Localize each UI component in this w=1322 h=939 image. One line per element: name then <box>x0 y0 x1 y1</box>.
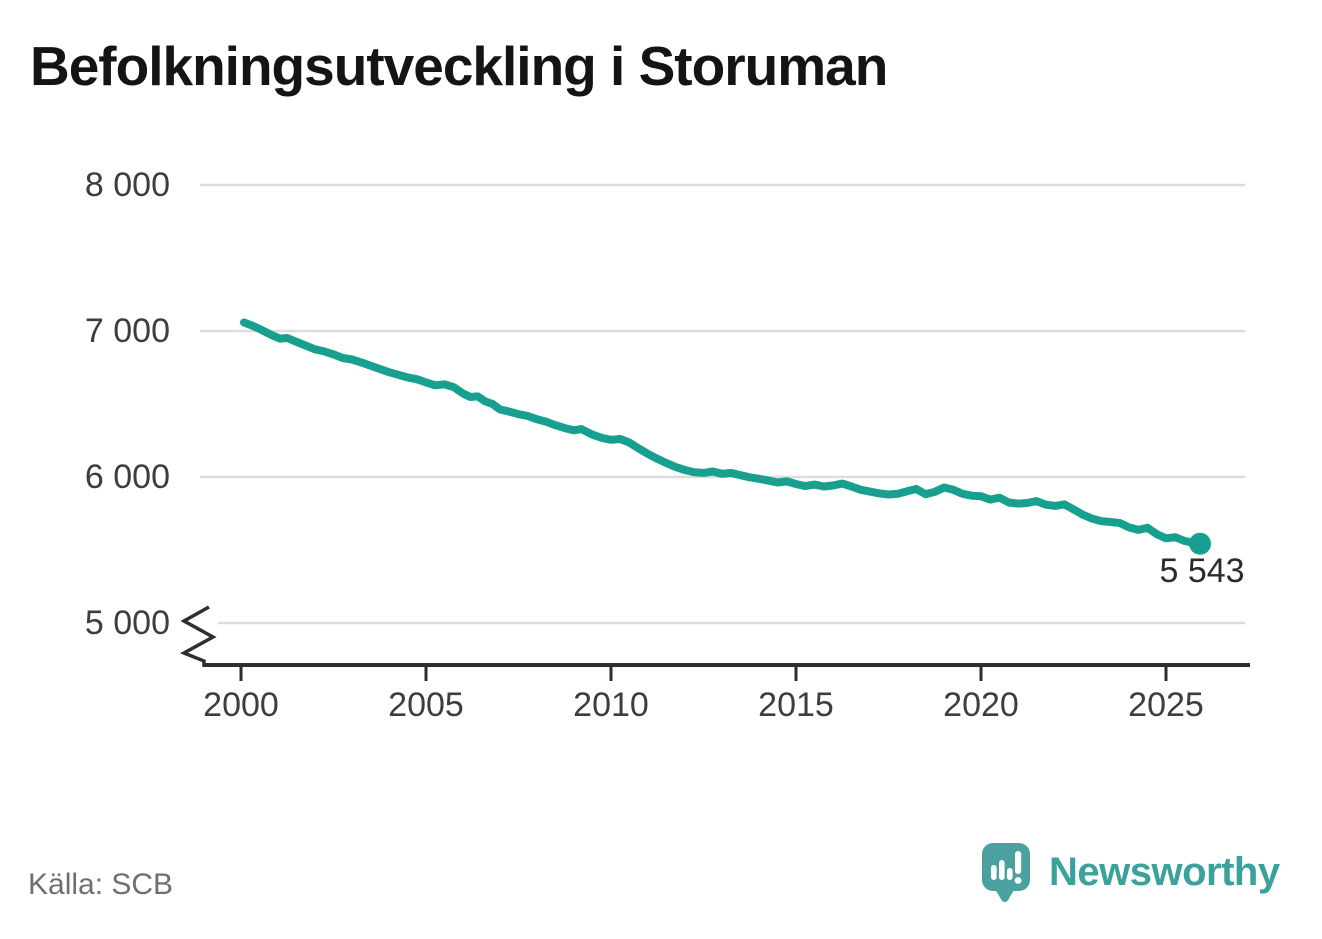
end-value-label: 5 543 <box>1159 551 1245 590</box>
x-tick-label-2000: 2000 <box>203 686 279 724</box>
y-tick-label-7000: 7 000 <box>84 312 170 350</box>
source-caption: Källa: SCB <box>28 868 174 901</box>
newsworthy-wordmark: Newsworthy <box>1049 850 1280 894</box>
x-tick-label-2015: 2015 <box>758 686 834 724</box>
x-tick-label-2025: 2025 <box>1128 686 1204 724</box>
y-tick-label-6000: 6 000 <box>84 458 170 496</box>
x-tick-label-2005: 2005 <box>388 686 464 724</box>
y-tick-label-5000: 5 000 <box>84 604 170 642</box>
population-series-line <box>240 318 1204 548</box>
end-point-dot <box>1189 532 1212 555</box>
chart-title: Befolkningsutveckling i Storuman <box>30 35 888 97</box>
gridlines <box>200 183 1245 625</box>
line-befolkning <box>240 318 1204 548</box>
y-axis-break-icon <box>179 605 217 667</box>
y-tick-label-8000: 8 000 <box>84 166 170 204</box>
latest-value-dot <box>1189 532 1212 555</box>
x-tick-label-2020: 2020 <box>943 686 1019 724</box>
newsworthy-logo: Newsworthy <box>982 843 1302 933</box>
axis-break-zigzag <box>179 605 217 667</box>
x-axis <box>203 663 1250 681</box>
newsworthy-bubble-icon <box>982 843 1030 902</box>
x-tick-label-2010: 2010 <box>573 686 649 724</box>
